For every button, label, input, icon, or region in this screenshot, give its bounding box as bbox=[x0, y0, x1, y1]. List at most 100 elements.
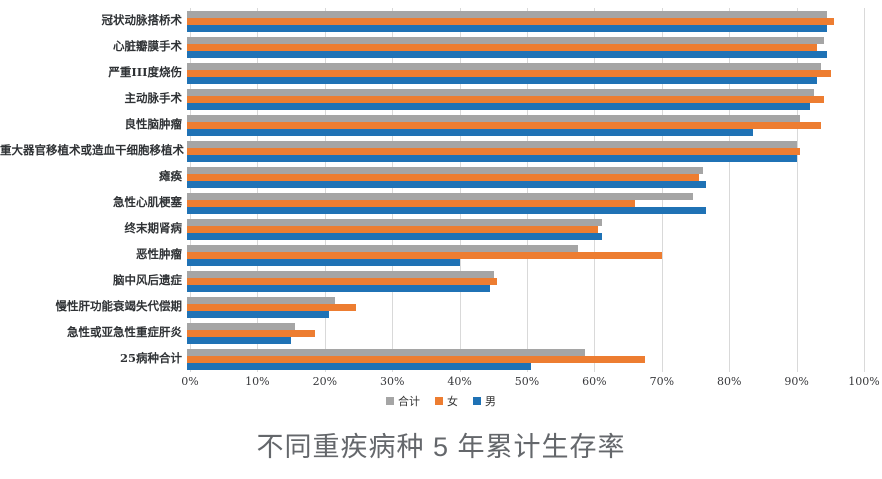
bar-男 bbox=[187, 102, 811, 110]
bar-合计 bbox=[187, 10, 828, 18]
bar-合计 bbox=[187, 140, 797, 148]
bar-男 bbox=[187, 50, 828, 58]
legend-item: 女 bbox=[435, 393, 458, 409]
bar-男 bbox=[187, 76, 818, 84]
bar-男 bbox=[187, 310, 329, 318]
legend-swatch-icon bbox=[435, 397, 443, 405]
bar-女 bbox=[187, 121, 821, 129]
bar-女 bbox=[187, 17, 835, 25]
x-tick-label: 0% bbox=[181, 375, 199, 388]
chart-row: 恶性肿瘤 bbox=[0, 242, 882, 268]
chart-row: 主动脉手术 bbox=[0, 86, 882, 112]
bar-合计 bbox=[187, 166, 703, 174]
gridline bbox=[729, 8, 731, 372]
bar-group bbox=[187, 88, 861, 110]
bar-合计 bbox=[187, 322, 295, 330]
x-tick-label: 60% bbox=[582, 375, 607, 388]
chart-row: 终末期肾病 bbox=[0, 216, 882, 242]
gridline bbox=[796, 8, 798, 372]
x-tick-label: 20% bbox=[312, 375, 338, 388]
bar-合计 bbox=[187, 296, 336, 304]
legend-label: 男 bbox=[485, 395, 496, 408]
bar-合计 bbox=[187, 348, 585, 356]
bar-group bbox=[187, 192, 861, 214]
x-tick-label: 70% bbox=[649, 375, 675, 388]
legend: 合计 女 男 bbox=[0, 393, 882, 409]
category-label: 心脏瓣膜手术 bbox=[113, 39, 182, 54]
bar-合计 bbox=[187, 192, 693, 200]
bar-group bbox=[187, 62, 861, 84]
gridline bbox=[864, 8, 865, 372]
bar-合计 bbox=[187, 62, 821, 70]
bar-女 bbox=[187, 69, 831, 77]
bar-group bbox=[187, 322, 861, 344]
survival-rate-chart: 冠状动脉搭桥术 心脏瓣膜手术 严重III度烧伤 主动脉手术 良性脑肿瘤 重大器官移植术或造… bbox=[0, 8, 882, 479]
x-tick-label: 50% bbox=[514, 375, 540, 388]
bar-group bbox=[187, 114, 861, 136]
bar-合计 bbox=[187, 88, 814, 96]
bar-group bbox=[187, 348, 861, 370]
x-axis: 0% 10% 20% 30% 40% 50% 60% 70% 80% 90% 100% bbox=[181, 372, 879, 390]
bar-合计 bbox=[187, 218, 602, 226]
category-label: 严重III度烧伤 bbox=[108, 65, 182, 80]
bar-合计 bbox=[187, 36, 824, 44]
gridline bbox=[257, 8, 259, 372]
gridline bbox=[190, 8, 191, 372]
legend-swatch-icon bbox=[386, 397, 394, 405]
category-label: 慢性肝功能衰竭失代偿期 bbox=[55, 299, 183, 314]
bar-女 bbox=[187, 251, 663, 259]
bar-group bbox=[187, 218, 861, 240]
chart-row: 严重III度烧伤 bbox=[0, 60, 882, 86]
bar-男 bbox=[187, 24, 828, 32]
chart-row: 急性心肌梗塞 bbox=[0, 190, 882, 216]
bar-合计 bbox=[187, 114, 801, 122]
legend-label: 女 bbox=[447, 395, 458, 408]
category-label: 恶性肿瘤 bbox=[136, 247, 182, 262]
chart-body: 冠状动脉搭桥术 心脏瓣膜手术 严重III度烧伤 主动脉手术 良性脑肿瘤 重大器官移植术或造… bbox=[0, 8, 882, 372]
chart-row: 瘫痪 bbox=[0, 164, 882, 190]
x-tick-label: 80% bbox=[716, 375, 742, 388]
bar-女 bbox=[187, 225, 599, 233]
chart-row: 脑中风后遗症 bbox=[0, 268, 882, 294]
chart-row: 心脏瓣膜手术 bbox=[0, 34, 882, 60]
bar-男 bbox=[187, 362, 531, 370]
bar-group bbox=[187, 140, 861, 162]
category-label: 主动脉手术 bbox=[124, 91, 183, 106]
chart-row: 冠状动脉搭桥术 bbox=[0, 8, 882, 34]
category-label: 急性或亚急性重症肝炎 bbox=[67, 325, 182, 340]
bar-group bbox=[187, 10, 861, 32]
bar-男 bbox=[187, 128, 754, 136]
chart-row: 急性或亚急性重症肝炎 bbox=[0, 320, 882, 346]
category-label: 冠状动脉搭桥术 bbox=[101, 13, 183, 28]
rows-layer: 冠状动脉搭桥术 心脏瓣膜手术 严重III度烧伤 主动脉手术 良性脑肿瘤 重大器官移植术或造… bbox=[0, 8, 882, 372]
chart-row: 25病种合计 bbox=[0, 346, 882, 372]
gridline bbox=[594, 8, 596, 372]
x-tick-label: 90% bbox=[784, 375, 809, 388]
x-tick-label: 10% bbox=[245, 375, 270, 388]
bar-女 bbox=[187, 95, 824, 103]
gridline bbox=[392, 8, 394, 372]
bar-合计 bbox=[187, 270, 494, 278]
bar-group bbox=[187, 270, 861, 292]
category-label: 25病种合计 bbox=[119, 351, 182, 366]
x-tick-label: 40% bbox=[447, 375, 472, 388]
legend-item: 男 bbox=[473, 393, 496, 409]
bar-group bbox=[187, 244, 861, 266]
bar-男 bbox=[187, 284, 491, 292]
category-label: 脑中风后遗症 bbox=[113, 273, 182, 288]
bar-男 bbox=[187, 336, 292, 344]
category-label: 良性脑肿瘤 bbox=[124, 117, 183, 132]
gridline bbox=[661, 8, 663, 372]
gridline bbox=[459, 8, 461, 372]
bar-女 bbox=[187, 329, 316, 337]
x-tick-label: 100% bbox=[848, 375, 880, 388]
chart-title: 不同重疾病种 5 年累计生存率 bbox=[256, 432, 626, 462]
category-label: 终末期肾病 bbox=[124, 221, 183, 236]
bar-男 bbox=[187, 232, 602, 240]
legend-item: 合计 bbox=[386, 393, 420, 409]
x-tick-label: 30% bbox=[379, 375, 405, 388]
bar-男 bbox=[187, 154, 797, 162]
bar-group bbox=[187, 36, 861, 58]
gridline bbox=[324, 8, 326, 372]
legend-swatch-icon bbox=[473, 397, 481, 405]
